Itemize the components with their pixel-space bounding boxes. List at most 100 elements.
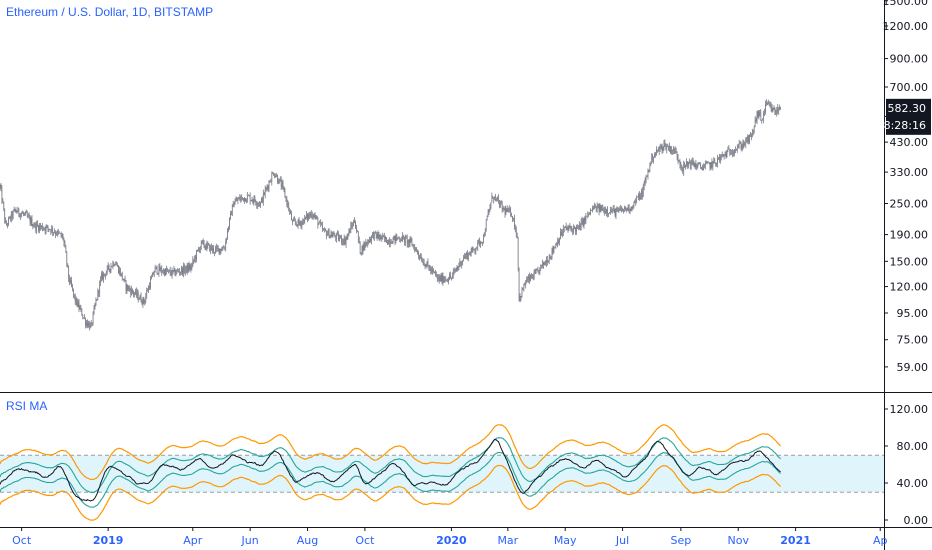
- candle: [573, 224, 575, 235]
- candle: [701, 166, 702, 170]
- candle: [453, 267, 455, 275]
- candle: [360, 252, 362, 256]
- candle: [65, 244, 67, 253]
- candle: [218, 248, 220, 255]
- candle: [460, 260, 462, 267]
- candle: [404, 234, 406, 247]
- candle: [11, 211, 13, 221]
- candle: [34, 221, 36, 229]
- candle: [43, 227, 45, 231]
- x-tick-label: Ap: [873, 534, 888, 547]
- candle: [703, 163, 705, 169]
- candle: [356, 229, 358, 233]
- candle: [740, 141, 742, 151]
- price-y-tick-label: 150.00: [890, 255, 929, 268]
- candle: [576, 224, 577, 235]
- candle: [48, 228, 50, 233]
- candle: [699, 161, 701, 165]
- candle: [444, 275, 446, 283]
- candle: [584, 215, 586, 225]
- candle: [127, 284, 129, 292]
- candle: [486, 215, 488, 221]
- candle: [20, 212, 22, 220]
- candle: [630, 206, 632, 212]
- candle: [658, 146, 660, 156]
- candle: [260, 201, 261, 209]
- candle: [355, 220, 356, 229]
- candle: [388, 237, 390, 248]
- candle: [587, 211, 589, 219]
- candle: [204, 244, 206, 251]
- candle: [742, 139, 744, 150]
- candle: [463, 254, 465, 262]
- candle: [118, 264, 119, 274]
- candle: [386, 237, 387, 244]
- candle: [455, 267, 457, 272]
- candle: [206, 240, 208, 252]
- candle: [626, 207, 628, 211]
- candle: [144, 299, 146, 306]
- candle: [90, 319, 92, 328]
- candle: [549, 254, 551, 260]
- candle: [371, 235, 372, 245]
- candle: [182, 266, 183, 276]
- candle: [659, 143, 661, 152]
- rsi-pane[interactable]: [0, 424, 884, 521]
- candle: [400, 238, 402, 243]
- price-pane[interactable]: [0, 99, 781, 331]
- candle: [191, 262, 193, 271]
- candle: [13, 206, 15, 212]
- candle: [309, 211, 311, 218]
- candle: [608, 213, 609, 217]
- x-tick-label: 2021: [780, 534, 811, 547]
- candle: [174, 268, 176, 276]
- candle: [340, 234, 341, 239]
- x-tick-label: Apr: [183, 534, 203, 547]
- candle: [439, 274, 441, 282]
- candle: [279, 176, 281, 182]
- candle: [277, 174, 278, 184]
- candle: [200, 240, 202, 250]
- candle: [667, 143, 669, 147]
- candle: [195, 254, 197, 263]
- candle: [288, 201, 290, 212]
- candle: [501, 200, 503, 213]
- x-tick-label: 2019: [93, 534, 124, 547]
- candle: [198, 247, 200, 253]
- candle: [239, 193, 241, 201]
- rsi-outer-upper-line: [0, 424, 782, 481]
- candle: [541, 264, 543, 269]
- candle: [324, 228, 326, 232]
- candle: [479, 237, 481, 247]
- candle: [696, 163, 698, 171]
- candle: [236, 197, 238, 201]
- candle: [88, 320, 89, 328]
- candle: [475, 247, 477, 255]
- candle: [531, 274, 533, 279]
- candle: [662, 146, 664, 153]
- candle: [207, 241, 209, 249]
- candle: [621, 205, 623, 213]
- candle: [292, 219, 293, 226]
- candle: [2, 198, 4, 204]
- candle: [595, 205, 597, 213]
- candle: [672, 149, 673, 155]
- candle: [233, 201, 235, 208]
- candle: [201, 240, 203, 245]
- candle: [220, 248, 222, 254]
- candle: [392, 236, 394, 244]
- candle: [604, 206, 606, 216]
- candle: [169, 266, 171, 276]
- candle: [660, 144, 662, 150]
- candle: [454, 268, 456, 273]
- candle: [588, 212, 590, 217]
- candle: [644, 177, 646, 186]
- candle: [620, 204, 622, 212]
- candle: [530, 273, 532, 280]
- candle: [700, 162, 702, 169]
- candle: [503, 207, 505, 211]
- candle: [331, 231, 333, 238]
- candle: [640, 188, 642, 200]
